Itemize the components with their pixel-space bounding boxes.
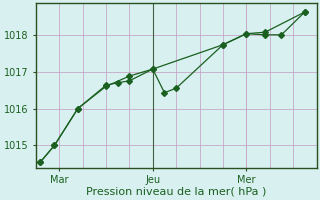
X-axis label: Pression niveau de la mer( hPa ): Pression niveau de la mer( hPa ) (86, 187, 266, 197)
